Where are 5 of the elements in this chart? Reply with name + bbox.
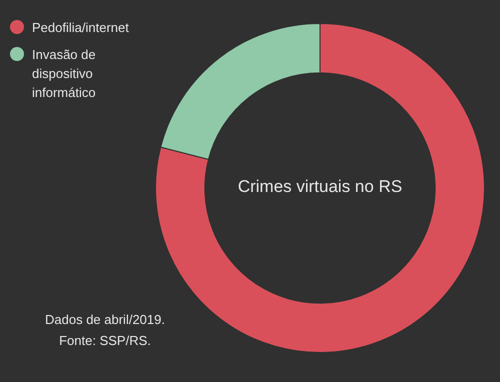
source-note: Fonte: SSP/RS. [58, 332, 152, 350]
legend-label: Invasão de dispositivo informático [32, 46, 97, 102]
text: Crimes virtuais no RS [236, 177, 404, 197]
legend-label: Pedofilia/internet [32, 19, 129, 37]
text: Dados de abril/2019. [44, 311, 166, 329]
